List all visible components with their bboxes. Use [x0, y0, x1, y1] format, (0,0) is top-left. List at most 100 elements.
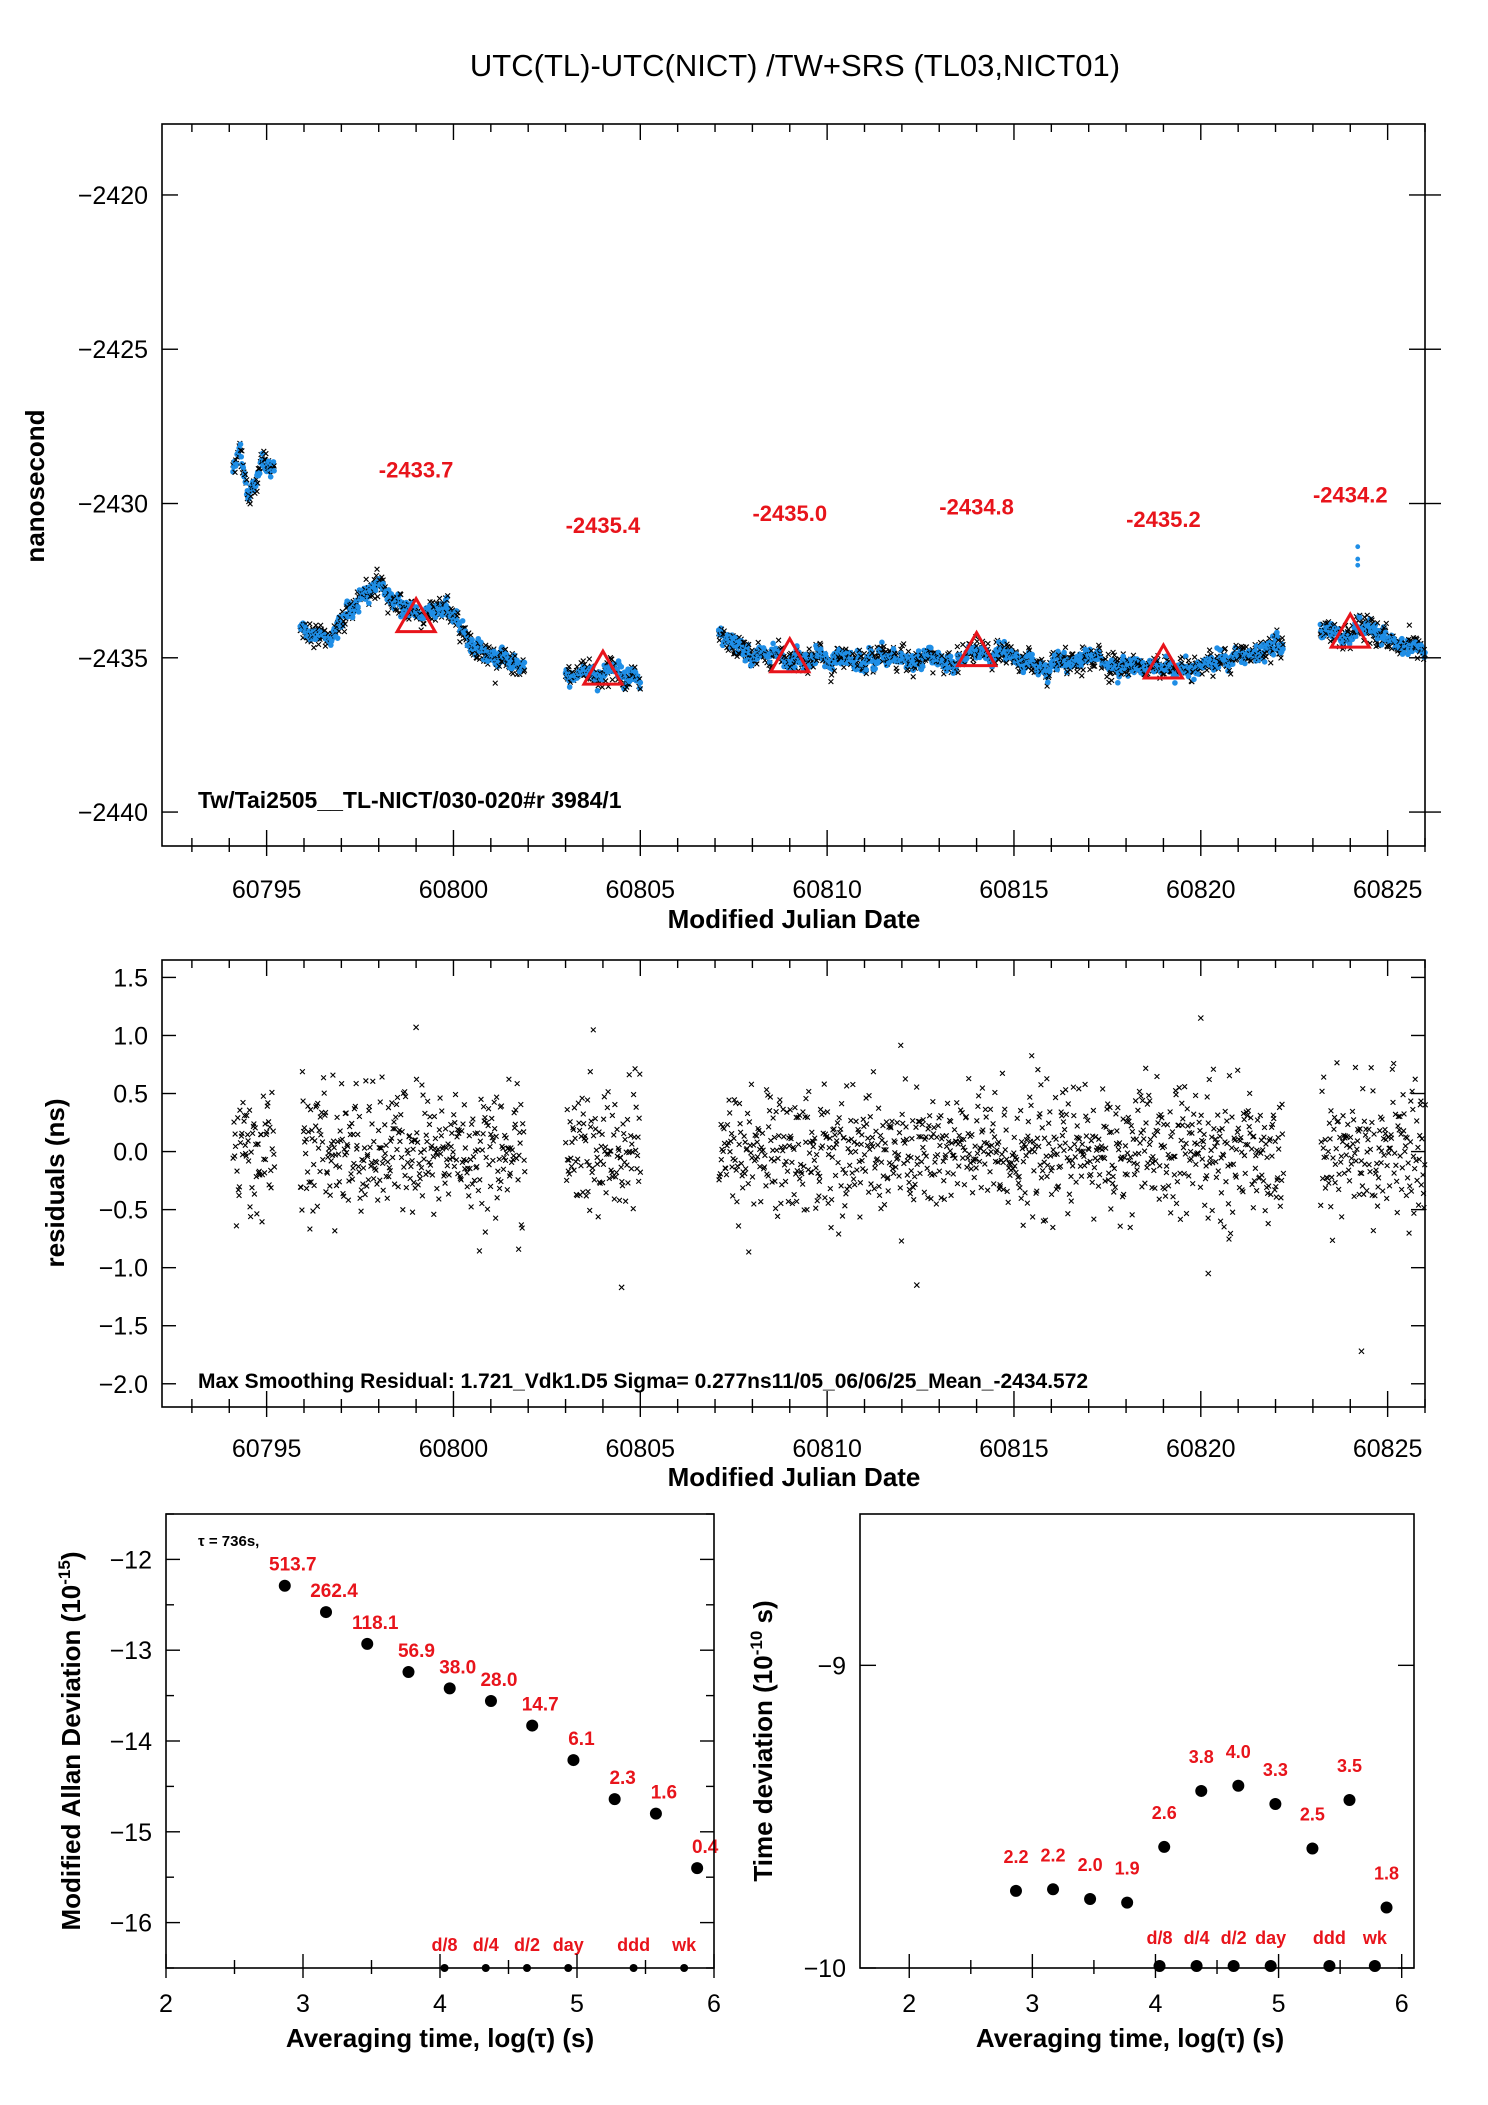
- residuals-point: [1207, 1155, 1214, 1161]
- residuals-point: [445, 1191, 452, 1197]
- residuals-point: [589, 1165, 596, 1171]
- residuals-point: [1410, 1153, 1417, 1160]
- main-data-point-blue: [964, 655, 970, 661]
- residuals-point: [1325, 1180, 1332, 1186]
- residuals-point: [1129, 1128, 1136, 1135]
- main-data-point-blue: [355, 609, 362, 615]
- residuals-point: [1246, 1090, 1253, 1097]
- residuals-point: [363, 1078, 369, 1084]
- residuals-point: [897, 1185, 904, 1191]
- residuals-point: [890, 1170, 897, 1177]
- residuals-point: [857, 1179, 864, 1186]
- residuals-point: [1112, 1184, 1119, 1191]
- residuals-point: [314, 1203, 321, 1210]
- residuals-point: [374, 1197, 381, 1203]
- residuals-point: [853, 1118, 859, 1125]
- residuals-point: [582, 1137, 589, 1144]
- residuals-point: [1007, 1172, 1013, 1179]
- residuals-point: [1241, 1116, 1247, 1123]
- residuals-point: [1113, 1111, 1119, 1117]
- residuals-point: [1205, 1120, 1212, 1126]
- residuals-point: [1374, 1203, 1381, 1209]
- residuals-point: [1140, 1136, 1147, 1142]
- mdev-point-label: 2.3: [609, 1768, 635, 1789]
- main-data-point-blue: [1044, 679, 1051, 686]
- main-outlier-point: [1355, 544, 1361, 550]
- residuals-point: [982, 1106, 989, 1113]
- residuals-point: [1163, 1169, 1170, 1176]
- residuals-point: [1105, 1170, 1112, 1176]
- residuals-point: [234, 1115, 241, 1121]
- residuals-point: [475, 1187, 482, 1194]
- main-data-point-blue: [1029, 651, 1035, 658]
- residuals-point: [237, 1107, 243, 1114]
- residuals-point: [480, 1103, 487, 1110]
- residuals-point: [1029, 1214, 1036, 1220]
- residuals-point: [1035, 1066, 1041, 1073]
- residuals-point: [465, 1193, 472, 1199]
- residuals-point: [377, 1099, 384, 1105]
- main-data-point-black: [841, 664, 847, 671]
- residuals-point: [1320, 1145, 1327, 1151]
- mdev-ylabel-exp: -15: [55, 1560, 74, 1585]
- residuals-point: [519, 1120, 526, 1127]
- residuals-point: [1252, 1165, 1259, 1172]
- residuals-point: [918, 1158, 925, 1165]
- residuals-point: [370, 1175, 377, 1182]
- residuals-point: [1017, 1107, 1024, 1114]
- residuals-point: [500, 1166, 507, 1173]
- main-data-point-black: [1108, 677, 1115, 684]
- residuals-point: [602, 1144, 609, 1150]
- main-data-point-black: [378, 574, 385, 580]
- residuals-point: [1083, 1133, 1090, 1139]
- main-data-point-blue: [372, 587, 379, 594]
- main-data-point-blue: [499, 644, 505, 650]
- main-data-point-black: [385, 610, 391, 616]
- main-data-point-blue: [233, 461, 240, 467]
- main-data-point-black: [894, 668, 900, 675]
- residuals-point: [1044, 1173, 1050, 1180]
- residuals-point: [729, 1193, 736, 1199]
- residuals-point: [630, 1205, 637, 1212]
- residuals-point: [1319, 1088, 1325, 1095]
- main-data-point-blue: [1399, 635, 1405, 642]
- residuals-point: [964, 1155, 971, 1161]
- residuals-point: [865, 1135, 871, 1142]
- residuals-point: [1135, 1150, 1142, 1157]
- residuals-point: [921, 1150, 927, 1156]
- residuals-point: [1131, 1171, 1138, 1178]
- residuals-point: [1209, 1207, 1215, 1214]
- residuals-point: [746, 1119, 753, 1125]
- residuals-point: [1109, 1180, 1116, 1187]
- residuals-point: [460, 1121, 466, 1127]
- residuals-point: [605, 1088, 611, 1095]
- residuals-point: [1350, 1117, 1357, 1123]
- residuals-point: [852, 1148, 859, 1155]
- residuals-point: [846, 1162, 853, 1169]
- main-data-point-black: [1191, 654, 1198, 660]
- main-data-point-blue: [1061, 649, 1067, 656]
- residuals-point: [881, 1201, 888, 1208]
- residuals-point: [431, 1211, 437, 1218]
- residuals-point: [245, 1158, 252, 1164]
- residuals-point: [724, 1121, 731, 1128]
- main-data-point-blue: [432, 614, 439, 620]
- residuals-point: [1359, 1183, 1366, 1189]
- residuals-point: [751, 1201, 757, 1207]
- residuals-point: [1356, 1191, 1363, 1198]
- residuals-point: [572, 1135, 578, 1142]
- residuals-xtick-label: 60820: [1166, 1435, 1236, 1463]
- residuals-point: [1193, 1161, 1199, 1168]
- mdev-interval-label: d/2: [514, 1935, 540, 1955]
- residuals-point: [876, 1183, 882, 1190]
- residuals-point: [629, 1141, 635, 1147]
- residuals-point: [1156, 1162, 1163, 1169]
- residuals-point: [972, 1143, 978, 1149]
- residuals-point: [1265, 1183, 1272, 1189]
- residuals-point: [921, 1189, 928, 1196]
- main-data-point-black: [455, 610, 461, 616]
- residuals-point: [1205, 1215, 1211, 1221]
- residuals-point: [1050, 1147, 1056, 1153]
- residuals-point: [1058, 1112, 1065, 1119]
